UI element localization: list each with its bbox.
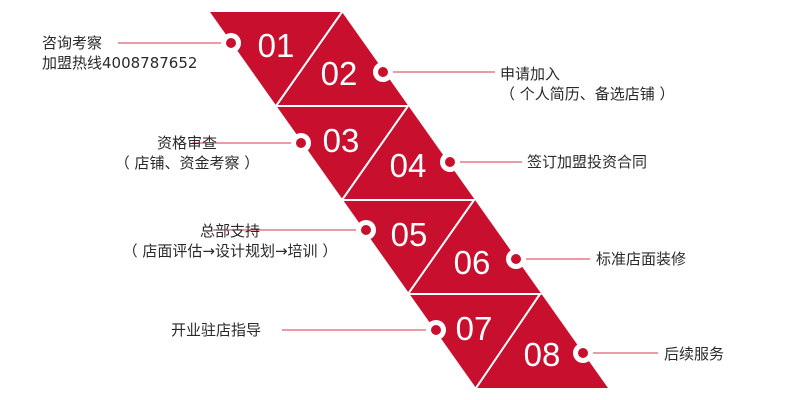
step-01-title: 咨询考察 (42, 34, 103, 52)
step-04-title: 签订加盟投资合同 (527, 153, 648, 171)
step-07-label: 开业驻店指导 (171, 320, 261, 340)
step-06-title: 标准店面装修 (596, 250, 687, 268)
connector-dot-02 (378, 67, 388, 77)
step-03-title: 资格审查 (156, 134, 217, 152)
step-number-07: 07 (456, 310, 493, 347)
step-05-label: 总部支持 （ 店面评估→设计规划→培训 ） (100, 221, 360, 261)
step-number-06: 06 (454, 244, 491, 281)
step-01-label: 咨询考察 加盟热线4008787652 (42, 33, 197, 73)
step-05-title: 总部支持 (199, 222, 260, 240)
step-05-note: （ 店面评估→设计规划→培训 ） (122, 242, 338, 260)
step-number-04: 04 (390, 147, 427, 184)
connector-dot-05 (361, 225, 371, 235)
step-number-02: 02 (321, 55, 358, 92)
connector-dot-06 (511, 254, 521, 264)
step-02-label: 申请加入 （ 个人简历、备选店铺 ） (500, 64, 675, 104)
step-08-title: 后续服务 (664, 345, 725, 363)
step-03-label: 资格审查 （ 店铺、资金考察 ） (98, 133, 276, 173)
band-diagonal-3 (341, 105, 409, 201)
step-07-title: 开业驻店指导 (171, 321, 262, 339)
connector-dot-03 (296, 138, 306, 148)
band-diagonal-4 (407, 199, 475, 295)
connector-dot-01 (226, 38, 236, 48)
step-01-hotline: 加盟热线4008787652 (42, 54, 198, 72)
step-04-label: 签订加盟投资合同 (527, 152, 647, 172)
step-number-08: 08 (524, 336, 561, 373)
step-06-label: 标准店面装修 (596, 249, 686, 269)
step-number-03: 03 (323, 122, 360, 159)
connector-dot-07 (431, 325, 441, 335)
step-02-note: （ 个人简历、备选店铺 ） (500, 85, 675, 103)
step-number-01: 01 (258, 27, 295, 64)
step-02-title: 申请加入 (500, 65, 561, 83)
step-08-label: 后续服务 (664, 344, 724, 364)
connector-dot-08 (578, 348, 588, 358)
step-03-note: （ 店铺、资金考察 ） (114, 154, 260, 172)
step-number-05: 05 (391, 216, 428, 253)
connector-dot-04 (445, 157, 455, 167)
band-diagonal-5 (475, 293, 541, 389)
band-diagonal-1 (275, 11, 343, 107)
